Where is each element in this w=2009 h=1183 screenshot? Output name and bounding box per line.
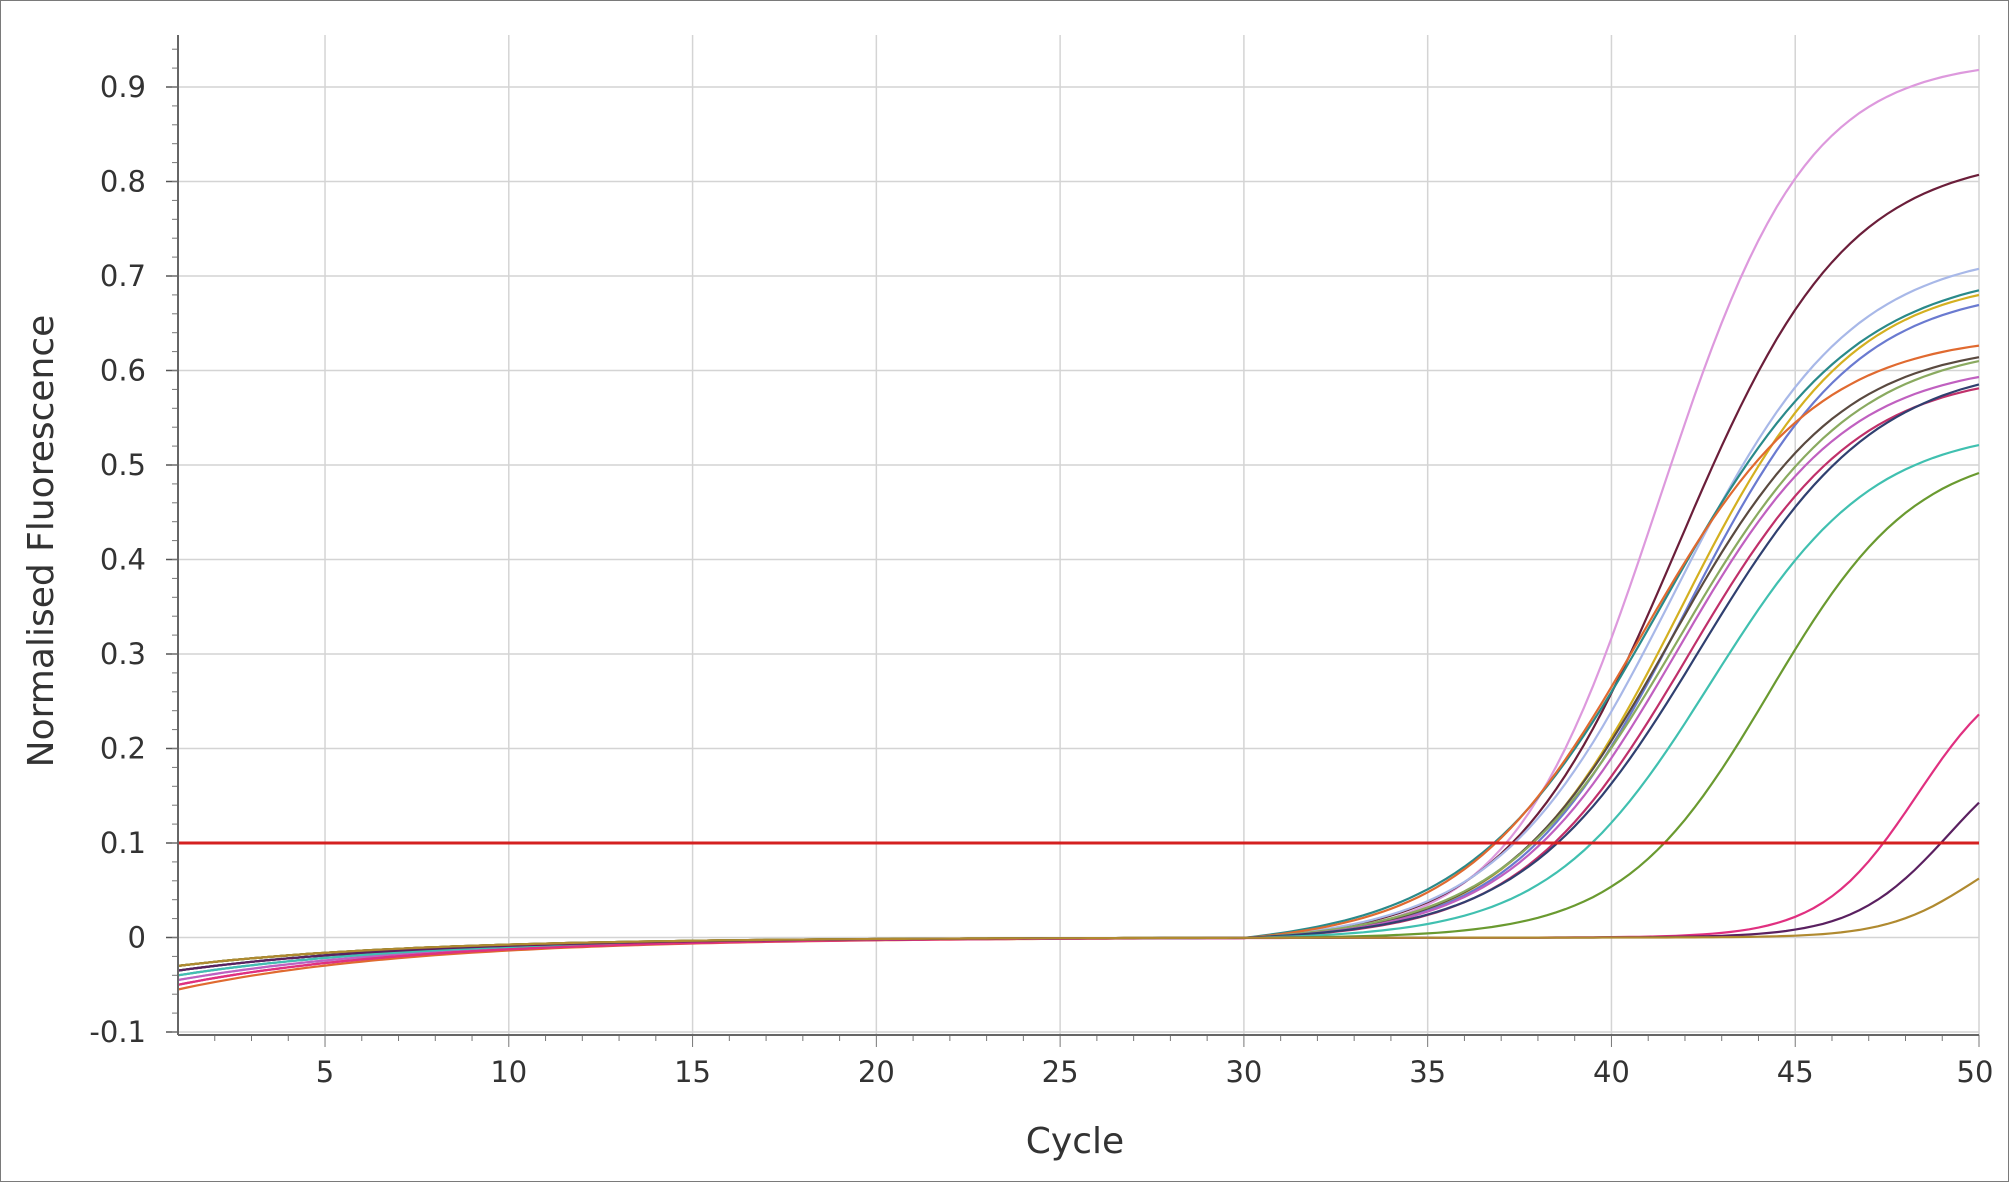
series-lines bbox=[177, 68, 1980, 991]
y-tick-label: 0.4 bbox=[100, 543, 146, 577]
x-gridlines bbox=[324, 35, 1980, 1035]
y-tick-label: 0.9 bbox=[100, 70, 146, 104]
y-tick-label: 0.5 bbox=[100, 448, 146, 482]
x-tick-label: 5 bbox=[316, 1055, 334, 1089]
x-tick-label: 15 bbox=[674, 1055, 711, 1089]
x-tick-label: 50 bbox=[1957, 1055, 1994, 1089]
series-line bbox=[177, 344, 1980, 991]
y-tick-label: 0 bbox=[128, 921, 146, 955]
series-line bbox=[177, 356, 1980, 967]
x-tick-label: 10 bbox=[490, 1055, 527, 1089]
series-line bbox=[177, 713, 1980, 986]
x-tick-label: 25 bbox=[1042, 1055, 1079, 1089]
x-tick-labels: 5 10 15 20 25 30 35 40 45 50 bbox=[316, 1055, 1994, 1089]
series-line bbox=[177, 360, 1980, 972]
y-tick-label: 0.8 bbox=[100, 165, 146, 199]
series-line bbox=[177, 173, 1980, 967]
x-tick-label: 20 bbox=[858, 1055, 895, 1089]
y-tick-label: 0.2 bbox=[100, 732, 146, 766]
y-tick-label: 0.1 bbox=[100, 826, 146, 860]
series-line bbox=[177, 289, 1980, 972]
x-tick-label: 35 bbox=[1409, 1055, 1446, 1089]
x-axis-title: Cycle bbox=[1026, 1121, 1124, 1162]
series-line bbox=[177, 471, 1980, 967]
y-tick-label: 0.6 bbox=[100, 354, 146, 388]
x-tick-label: 40 bbox=[1593, 1055, 1630, 1089]
x-tick-label: 45 bbox=[1777, 1055, 1814, 1089]
series-line bbox=[177, 877, 1980, 967]
y-axis-title: Normalised Fluorescence bbox=[21, 315, 62, 768]
y-gridlines bbox=[178, 86, 1979, 1033]
series-line bbox=[177, 293, 1980, 967]
x-tick-label: 30 bbox=[1225, 1055, 1262, 1089]
y-tick-label: -0.1 bbox=[89, 1015, 146, 1049]
y-minor-ticks bbox=[166, 48, 1980, 1047]
series-line bbox=[177, 801, 1980, 972]
y-tick-label: 0.3 bbox=[100, 637, 146, 671]
series-line bbox=[177, 375, 1980, 982]
series-line bbox=[177, 267, 1980, 982]
y-tick-labels: -0.1 0 0.1 0.2 0.3 0.4 0.5 0.6 0.7 0.8 0.9 bbox=[89, 70, 146, 1049]
y-tick-label: 0.7 bbox=[100, 259, 146, 293]
series-line bbox=[177, 303, 1980, 977]
